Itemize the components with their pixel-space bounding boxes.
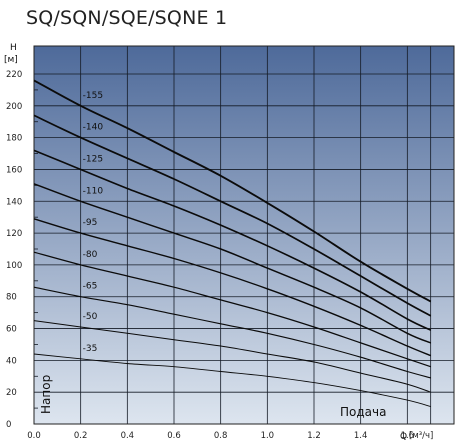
y-tick-label: 220 [6,70,22,80]
gridlines [33,45,455,425]
y-tick-label: 100 [6,261,22,271]
y-tick-label: 60 [6,325,17,335]
curve-minus-80 [33,251,431,368]
y-axis-label: H [10,43,17,53]
x-tick-label: 1.4 [354,431,368,441]
curve-minus-155 [33,79,432,303]
x-tick-label: 1.0 [261,431,275,441]
y-tick-label: 120 [6,229,22,239]
x-tick-label: 1.2 [307,431,321,441]
curve-label: -140 [83,123,104,133]
curve-label: -80 [83,250,98,260]
curve-label: -110 [83,186,104,196]
y-tick-label: 200 [6,102,22,112]
curve-label: -35 [83,344,98,354]
y-tick-label: 20 [6,388,17,398]
curve-minus-95 [33,218,431,357]
y-tick-label: 180 [6,134,22,144]
curve-minus-125 [33,149,432,331]
x-tick-label: 0.2 [74,431,88,441]
x-tick-label: 0.0 [27,431,41,441]
curve-minus-35 [33,353,431,407]
y-tick-label: 0 [6,420,11,430]
y-tick-label: 140 [6,197,22,207]
curve-label: -65 [83,282,98,292]
curves [33,79,432,407]
x-tick-label: 0.8 [214,431,228,441]
y-tick-label: 160 [6,165,22,175]
curve-label: -155 [83,91,103,101]
curve-minus-140 [33,114,432,317]
x-axis-unit: [м³/ч] [409,431,433,441]
x-inplot-label: Подача [340,405,386,419]
y-axis-unit: [м] [4,55,18,65]
x-tick-label: 1.6 [401,431,415,441]
x-axis-label: Q [400,432,407,441]
curve-label: -95 [83,218,98,228]
curve-label: -50 [83,312,98,322]
curve-minus-65 [33,286,431,379]
curve-minus-110 [33,183,431,344]
plot-frame [33,45,455,425]
curve-labels: -35 -50 -65 -80 -95 -110 -125 -140 -155 [83,91,104,354]
tick-labels: 0 20 40 60 80 100 120 140 160 180 200 220 0.0 0.2 0.4 0… [6,70,414,441]
y-tick-label: 40 [6,356,17,366]
y-inplot-label: Напор [39,375,53,414]
x-tick-label: 0.6 [167,431,181,441]
x-tick-label: 0.4 [121,431,135,441]
y-tick-label: 80 [6,293,17,303]
curve-minus-50 [33,320,431,393]
curve-label: -125 [83,154,103,164]
chart-title: SQ/SQN/SQE/SQNE 1 [26,7,228,29]
